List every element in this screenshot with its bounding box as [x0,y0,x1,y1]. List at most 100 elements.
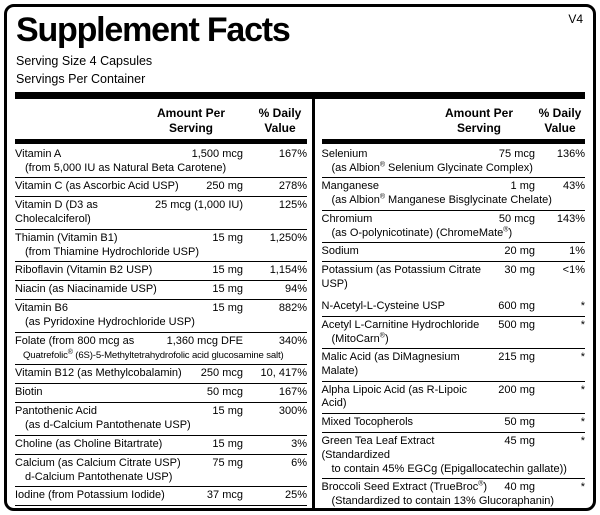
nutrient-amount: 50 mcg [498,212,535,225]
nutrient-row: Folate (from 800 mcg as 1,360 mcg DFE 340%… [15,331,307,365]
nutrient-amount: 200 mg [498,383,535,396]
label-title: Supplement Facts [16,11,291,49]
nutrient-daily-value: * [580,299,585,312]
servings-per-container: Servings Per Container [16,72,146,86]
nutrient-row: Pantothenic Acid 15 mg 300% (as d-Calcium P… [15,402,307,435]
nutrient-amount: 1 mg [510,180,535,192]
label-header: Supplement Facts V4 Serving Size 4 Capsu… [7,7,593,87]
nutrient-daily-value: * [580,383,585,396]
nutrient-name: Manganese [321,180,380,192]
column-header-bar [321,139,585,144]
nutrient-amount: 75 mg [212,508,243,511]
nutrient-name: Vitamin D (D3 as Cholecalciferol) [15,199,98,225]
nutrient-row: Chromium 50 mcg 143% (as O-polynicotinate) … [321,209,585,243]
nutrient-amount: 600 mg [498,299,535,312]
nutrient-row-line: Vitamin A 1,500 mcg 167% [15,148,307,162]
nutrient-row-line: Malic Acid (as DiMagnesium Malate) 215 mg… [322,351,586,378]
nutrient-row: Acetyl L-Carnitine Hydrochloride 500 mg * (… [321,315,586,349]
nutrient-row-line: N-Acetyl-L-Cysteine USP 600 mg * [322,300,586,314]
nutrient-name: Biotin [15,386,43,398]
supplement-facts-label: Supplement Facts V4 Serving Size 4 Capsu… [4,4,596,511]
nutrient-row: Malic Acid (as DiMagnesium Malate) 215 mg… [321,348,586,381]
nutrient-source: (as Pyridoxine Hydrochloride USP) [25,316,195,328]
nutrient-name: Vitamin B6 [15,302,68,314]
nutrient-row-line: Riboflavin (Vitamin B2 USP) 15 mg 1,154% [15,264,307,278]
nutrient-name: Selenium [321,147,368,160]
nutrient-row: Choline (as Choline Bitartrate) 15 mg 3% [15,434,307,454]
nutrient-row-line: Manganese 1 mg 43% [322,180,586,194]
nutrient-amount: 20 mg [504,245,535,257]
nutrient-row-line: Acetyl L-Carnitine Hydrochloride 500 mg * [322,319,586,333]
nutrient-source: (from Thiamine Hydrochloride USP) [25,245,200,258]
nutrient-row-line: Alpha Lipoic Acid (as R-Lipoic Acid) 200 … [322,384,586,411]
nutrient-row-line: Sodium 20 mg 1% [322,245,586,259]
nutrient-row-line: Iodine (from Potassium Iodide) 37 mcg 25% [15,489,307,503]
nutrient-source: to contain 45% EGCg (Epigallocatechin ga… [331,462,567,475]
nutrient-daily-value: * [580,435,585,447]
nutrient-source: (as O-polynicotinate) (ChromeMate®) [331,225,513,239]
nutrient-amount: 37 mcg [206,489,243,501]
nutrient-row-line: Vitamin D (D3 as Cholecalciferol) 25 mcg … [15,199,307,226]
version-tag: V4 [568,12,583,26]
nutrient-amount: 1,360 mcg DFE [166,334,243,347]
nutrient-name: Vitamin C (as Ascorbic Acid USP) [15,180,179,192]
nutrient-amount: 75 mcg [498,147,535,160]
nutrient-row: Vitamin D (D3 as Cholecalciferol) 25 mcg … [15,196,307,229]
nutrient-daily-value: 25% [284,489,307,501]
nutrient-amount: 15 mg [212,283,243,295]
nutrient-row: Selenium 75 mcg 136% (as Albion® Selenium G… [322,146,586,178]
nutrient-row-line: Calcium (as Calcium Citrate USP) 75 mg 6% [15,457,307,471]
nutrient-daily-value: 1,154% [269,264,307,276]
column-left-header: Amount Per Serving % Daily Value [15,99,307,139]
nutrient-name: Pantothenic Acid [15,405,97,417]
nutrient-row-line: Broccoli Seed Extract (TrueBroc®) 40 mg * [322,480,586,495]
nutrient-row: Magnesium (as DiMagnesium Malate)75 mg 18… [15,505,307,511]
nutrient-name: Riboflavin (Vitamin B2 USP) [15,264,153,276]
nutrient-row: Vitamin B6 15 mg 882% (as Pyridoxine Hydroc… [15,299,307,332]
nutrient-amount: 250 mg [206,180,243,192]
nutrient-amount: 500 mg [498,318,535,331]
amount-per-serving-header: Amount Per Serving [444,106,513,135]
nutrient-row-line: Vitamin C (as Ascorbic Acid USP) 250 mg 27… [15,180,307,194]
nutrient-source: (MitoCarn®) [331,331,389,345]
nutrient-row: Thiamin (Vitamin B1) 15 mg 1,250% (from Thi… [15,228,307,262]
nutrient-source: Quatrefolic® (6S)-5-Methyltetrahydrofoli… [23,348,284,361]
nutrient-source: (as Albion® Manganese Bisglycinate Chela… [331,193,552,206]
nutrient-name: Alpha Lipoic Acid (as R-Lipoic Acid) [321,383,468,410]
column-header-bar [15,139,307,144]
nutrient-amount: 250 mcg [200,367,243,379]
nutrient-row: Sodium 20 mg 1% [321,242,586,261]
nutrient-row: Green Tea Leaf Extract (Standardized 45 m… [321,432,585,478]
amount-per-serving-header: Amount Per Serving [156,106,225,135]
nutrient-row: Inositol NF15 mg* [322,511,586,512]
nutrient-row: Manganese 1 mg 43% (as Albion® Manganese Bi… [321,177,586,210]
nutrient-row: Vitamin A 1,500 mcg 167% (from 5,000 IU as … [15,146,307,178]
nutrient-amount: 75 mg [212,456,243,469]
nutrient-name: Sodium [321,245,359,257]
nutrient-row: Broccoli Seed Extract (TrueBroc®) 40 mg * (… [321,478,586,508]
nutrient-row-line: Selenium 75 mcg 136% [322,148,586,162]
nutrient-daily-value: 3% [291,437,307,450]
nutrient-name: Folate (from 800 mcg as [15,334,135,347]
nutrient-daily-value: 1% [569,245,585,257]
nutrient-row: Potassium (as Potassium Citrate USP) 30 m… [321,261,585,294]
nutrient-daily-value: 143% [556,212,585,225]
nutrient-row-line: Vitamin B12 (as Methylcobalamin) 250 mcg 1… [15,367,307,381]
nutrient-daily-value: 300% [278,405,307,417]
nutrient-rows-left: Vitamin A 1,500 mcg 167% (from 5,000 IU as … [15,144,307,509]
nutrient-row-line: Thiamin (Vitamin B1) 15 mg 1,250% [15,232,307,246]
nutrient-row: Calcium (as Calcium Citrate USP) 75 mg 6% d… [15,453,307,487]
nutrient-row: Niacin (as Niacinamide USP) 15 mg 94% [15,280,307,299]
nutrient-daily-value: 882% [278,302,307,314]
nutrient-amount: 45 mg [504,435,535,447]
nutrient-daily-value: 43% [562,180,585,192]
nutrient-row: Mixed Tocopherols 50 mg * [321,413,585,432]
nutrient-daily-value: 10, 417% [260,367,307,379]
nutrient-amount: 215 mg [498,351,535,363]
nutrient-row-line: Niacin (as Niacinamide USP) 15 mg 94% [15,283,307,297]
nutrient-daily-value: 6% [291,456,307,469]
nutrient-daily-value: <1% [562,264,585,276]
nutrient-amount: 15 mg [212,437,243,450]
nutrient-daily-value: 167% [278,386,307,398]
nutrient-amount: 15 mg [212,231,243,244]
